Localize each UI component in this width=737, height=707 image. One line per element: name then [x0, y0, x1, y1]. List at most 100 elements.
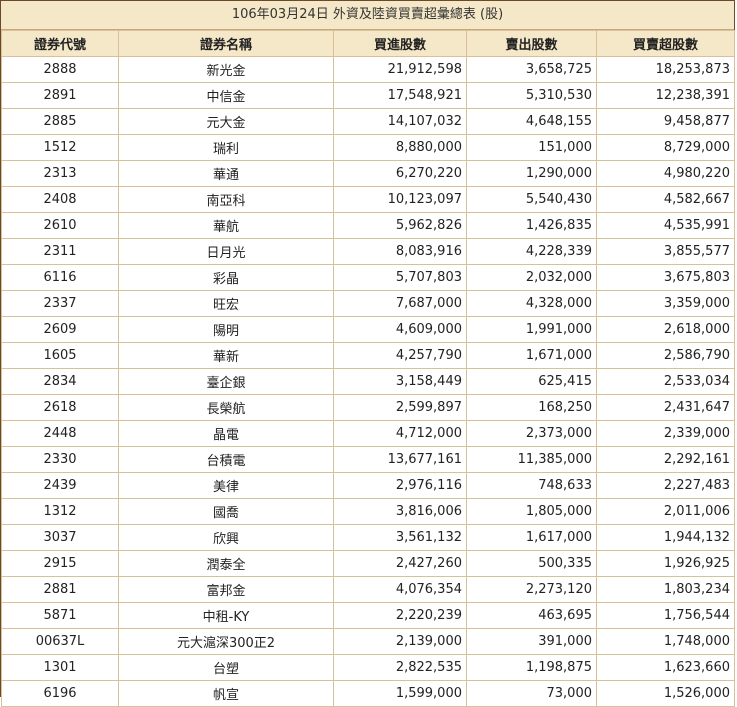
table-row: 2330 台積電 13,677,161 11,385,000 2,292,161	[1, 446, 735, 473]
table-row: 1605 華新 4,257,790 1,671,000 2,586,790	[1, 342, 735, 369]
stock-code-cell: 1312	[1, 498, 119, 525]
table-row: 2885 元大金 14,107,032 4,648,155 9,458,877	[1, 108, 735, 135]
net-shares-cell: 2,431,647	[596, 394, 735, 421]
table-row: 2609 陽明 4,609,000 1,991,000 2,618,000	[1, 316, 735, 343]
buy-shares-cell: 7,687,000	[333, 290, 467, 317]
buy-shares-cell: 2,599,897	[333, 394, 467, 421]
net-shares-cell: 1,944,132	[596, 524, 735, 551]
header-net-shares: 買賣超股數	[596, 30, 735, 57]
table-row: 3037 欣興 3,561,132 1,617,000 1,944,132	[1, 524, 735, 551]
sell-shares-cell: 3,658,725	[466, 56, 597, 83]
stock-code-cell: 1301	[1, 654, 119, 681]
stock-name-cell: 潤泰全	[118, 550, 334, 577]
table-row: 2891 中信金 17,548,921 5,310,530 12,238,391	[1, 82, 735, 109]
stock-name-cell: 臺企銀	[118, 368, 334, 395]
buy-shares-cell: 10,123,097	[333, 186, 467, 213]
stock-name-cell: 富邦金	[118, 576, 334, 603]
table-row: 2313 華通 6,270,220 1,290,000 4,980,220	[1, 160, 735, 187]
net-shares-cell: 2,533,034	[596, 368, 735, 395]
stock-name-cell: 中租-KY	[118, 602, 334, 629]
table-row: 2337 旺宏 7,687,000 4,328,000 3,359,000	[1, 290, 735, 317]
stock-name-cell: 帆宣	[118, 680, 334, 707]
stock-code-cell: 2885	[1, 108, 119, 135]
header-row: 證券代號 證券名稱 買進股數 賣出股數 買賣超股數	[1, 30, 735, 57]
buy-shares-cell: 4,712,000	[333, 420, 467, 447]
table-row: 2888 新光金 21,912,598 3,658,725 18,253,873	[1, 56, 735, 83]
stock-code-cell: 00637L	[1, 628, 119, 655]
header-buy-shares: 買進股數	[333, 30, 467, 57]
net-shares-cell: 8,729,000	[596, 134, 735, 161]
net-shares-cell: 1,748,000	[596, 628, 735, 655]
table-row: 2618 長榮航 2,599,897 168,250 2,431,647	[1, 394, 735, 421]
net-shares-cell: 9,458,877	[596, 108, 735, 135]
stock-code-cell: 1512	[1, 134, 119, 161]
buy-shares-cell: 2,427,260	[333, 550, 467, 577]
stock-name-cell: 元大金	[118, 108, 334, 135]
net-shares-cell: 4,535,991	[596, 212, 735, 239]
stock-code-cell: 6196	[1, 680, 119, 707]
table-row: 2408 南亞科 10,123,097 5,540,430 4,582,667	[1, 186, 735, 213]
sell-shares-cell: 463,695	[466, 602, 597, 629]
table-row: 5871 中租-KY 2,220,239 463,695 1,756,544	[1, 602, 735, 629]
stock-code-cell: 2439	[1, 472, 119, 499]
table-row: 1512 瑞利 8,880,000 151,000 8,729,000	[1, 134, 735, 161]
net-shares-cell: 1,926,925	[596, 550, 735, 577]
stock-name-cell: 元大滬深300正2	[118, 628, 334, 655]
header-stock-name: 證券名稱	[118, 30, 334, 57]
stock-name-cell: 華航	[118, 212, 334, 239]
stock-name-cell: 彩晶	[118, 264, 334, 291]
table-row: 2439 美律 2,976,116 748,633 2,227,483	[1, 472, 735, 499]
stock-code-cell: 2881	[1, 576, 119, 603]
sell-shares-cell: 1,290,000	[466, 160, 597, 187]
net-shares-cell: 3,359,000	[596, 290, 735, 317]
sell-shares-cell: 625,415	[466, 368, 597, 395]
stock-code-cell: 2330	[1, 446, 119, 473]
stock-code-cell: 2915	[1, 550, 119, 577]
stock-code-cell: 2610	[1, 212, 119, 239]
stock-code-cell: 2408	[1, 186, 119, 213]
buy-shares-cell: 4,609,000	[333, 316, 467, 343]
net-shares-cell: 1,526,000	[596, 680, 735, 707]
table-row: 2881 富邦金 4,076,354 2,273,120 1,803,234	[1, 576, 735, 603]
stock-name-cell: 美律	[118, 472, 334, 499]
report-caption: 106年03月24日 外資及陸資買賣超彙總表 (股)	[1, 1, 734, 30]
buy-shares-cell: 13,677,161	[333, 446, 467, 473]
stock-name-cell: 華新	[118, 342, 334, 369]
stock-code-cell: 2891	[1, 82, 119, 109]
net-shares-cell: 1,756,544	[596, 602, 735, 629]
stock-code-cell: 1605	[1, 342, 119, 369]
stock-code-cell: 2609	[1, 316, 119, 343]
stock-name-cell: 欣興	[118, 524, 334, 551]
sell-shares-cell: 11,385,000	[466, 446, 597, 473]
stock-name-cell: 晶電	[118, 420, 334, 447]
stock-code-cell: 3037	[1, 524, 119, 551]
stock-name-cell: 旺宏	[118, 290, 334, 317]
stock-code-cell: 2337	[1, 290, 119, 317]
sell-shares-cell: 4,648,155	[466, 108, 597, 135]
net-shares-cell: 12,238,391	[596, 82, 735, 109]
table-row: 2610 華航 5,962,826 1,426,835 4,535,991	[1, 212, 735, 239]
sell-shares-cell: 2,273,120	[466, 576, 597, 603]
sell-shares-cell: 391,000	[466, 628, 597, 655]
sell-shares-cell: 1,426,835	[466, 212, 597, 239]
sell-shares-cell: 4,328,000	[466, 290, 597, 317]
sell-shares-cell: 5,540,430	[466, 186, 597, 213]
stock-name-cell: 國喬	[118, 498, 334, 525]
table-row: 1301 台塑 2,822,535 1,198,875 1,623,660	[1, 654, 735, 681]
stock-code-cell: 2888	[1, 56, 119, 83]
buy-shares-cell: 6,270,220	[333, 160, 467, 187]
buy-shares-cell: 2,139,000	[333, 628, 467, 655]
stock-code-cell: 2618	[1, 394, 119, 421]
stock-code-cell: 2313	[1, 160, 119, 187]
sell-shares-cell: 5,310,530	[466, 82, 597, 109]
buy-shares-cell: 4,257,790	[333, 342, 467, 369]
table-row: 2834 臺企銀 3,158,449 625,415 2,533,034	[1, 368, 735, 395]
stock-code-cell: 6116	[1, 264, 119, 291]
net-shares-cell: 2,011,006	[596, 498, 735, 525]
net-shares-cell: 2,227,483	[596, 472, 735, 499]
sell-shares-cell: 1,991,000	[466, 316, 597, 343]
net-shares-cell: 2,292,161	[596, 446, 735, 473]
net-shares-cell: 2,339,000	[596, 420, 735, 447]
stock-name-cell: 南亞科	[118, 186, 334, 213]
foreign-investor-table: 證券代號 證券名稱 買進股數 賣出股數 買賣超股數 2888 新光金 21,912,…	[1, 30, 735, 707]
